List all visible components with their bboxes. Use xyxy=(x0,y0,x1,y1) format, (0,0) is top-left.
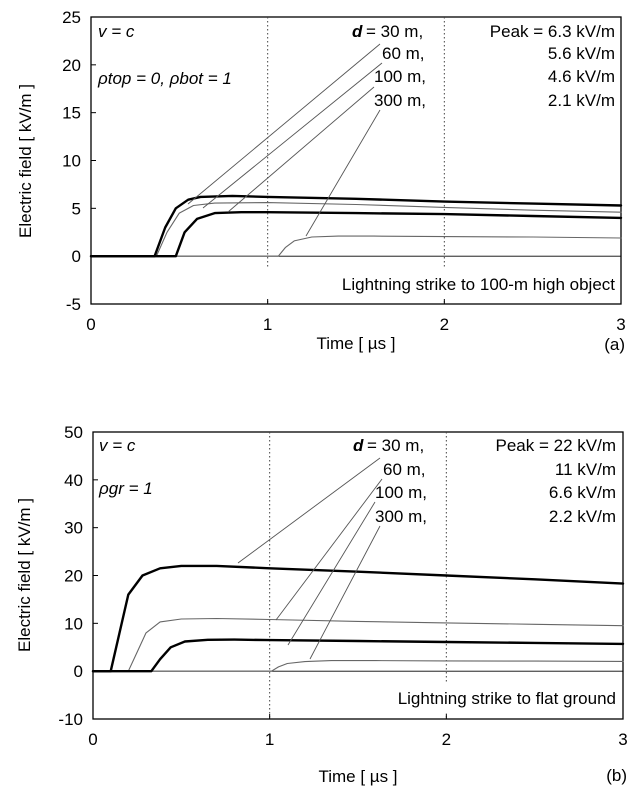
d-symbol-a: d xyxy=(352,22,363,41)
leader-b-300m xyxy=(309,525,381,660)
series-line-60m xyxy=(92,617,624,672)
caption-b: Lightning strike to flat ground xyxy=(398,689,616,708)
x-tick-label: 2 xyxy=(440,315,449,334)
d-value-a-3: 300 m, xyxy=(374,91,426,110)
d-value-b-3: 300 m, xyxy=(375,507,427,526)
peak-value-b-3: 2.2 kV/m xyxy=(549,507,616,526)
ticks-a: -5 0 5 10 15 20 25 0 1 2 3 xyxy=(62,8,626,334)
d-symbol-b: d xyxy=(353,436,364,455)
panel-label-a: (a) xyxy=(604,335,625,354)
peak-value-a-2: 4.6 kV/m xyxy=(548,67,615,86)
leader-lines-a xyxy=(187,43,383,237)
x-tick-label: 3 xyxy=(618,730,627,749)
series-a xyxy=(89,194,623,258)
d-value-a-2: 100 m, xyxy=(374,67,426,86)
series-line-30m xyxy=(91,564,625,673)
series-line-100m xyxy=(89,210,623,258)
panel-label-b: (b) xyxy=(606,766,627,785)
velocity-label-b: v = c xyxy=(99,436,136,455)
leader-b-100m xyxy=(287,501,376,646)
x-tick-label: 2 xyxy=(442,730,451,749)
panel-a: -5 0 5 10 15 20 25 0 1 2 3 v = c ρtop = 0, ρbot = … xyxy=(16,8,626,354)
leader-b-60m xyxy=(275,478,383,621)
y-tick-label: 5 xyxy=(72,199,81,218)
d-value-b-1: 60 m, xyxy=(383,460,426,479)
x-tick-label: 0 xyxy=(86,315,95,334)
leader-b-30m xyxy=(237,457,381,564)
y-tick-label: 25 xyxy=(62,8,81,27)
d-value-a-0: = 30 m, xyxy=(366,22,423,41)
y-tick-label: 50 xyxy=(64,423,83,442)
y-tick-label: 10 xyxy=(64,614,83,633)
series-line-100m xyxy=(91,638,625,673)
plot-area-b xyxy=(92,431,624,720)
caption-bg-b xyxy=(338,683,620,713)
caption-bg-a xyxy=(266,269,619,299)
x-tick-label: 3 xyxy=(616,315,625,334)
y-tick-label: -5 xyxy=(66,295,81,314)
leader-a-300m xyxy=(305,109,381,237)
d-value-a-1: 60 m, xyxy=(382,44,425,63)
series-line-60m xyxy=(90,202,622,257)
y-tick-label: -10 xyxy=(58,710,83,729)
series-b xyxy=(91,564,625,673)
leader-a-60m xyxy=(202,62,383,209)
series-line-300m xyxy=(92,660,624,672)
peak-value-b-0: Peak = 22 kV/m xyxy=(496,436,616,455)
y-tick-label: 20 xyxy=(62,56,81,75)
peak-value-a-3: 2.1 kV/m xyxy=(548,91,615,110)
peak-value-b-2: 6.6 kV/m xyxy=(549,483,616,502)
series-line-300m xyxy=(90,235,622,257)
y-tick-label: 40 xyxy=(64,471,83,490)
y-tick-label: 0 xyxy=(74,662,83,681)
ticks-b: -10 0 10 20 30 40 50 0 1 2 3 xyxy=(58,423,627,749)
y-tick-label: 10 xyxy=(62,152,81,171)
params-label-a: ρtop = 0, ρbot = 1 xyxy=(97,69,232,88)
leader-a-100m xyxy=(227,86,375,213)
x-axis-label-b: Time [ µs ] xyxy=(318,767,397,786)
y-tick-label: 0 xyxy=(72,247,81,266)
caption-a: Lightning strike to 100-m high object xyxy=(342,275,615,294)
series-line-30m xyxy=(89,194,623,258)
peak-value-a-1: 5.6 kV/m xyxy=(548,44,615,63)
leader-lines-b xyxy=(237,457,383,660)
d-value-b-2: 100 m, xyxy=(375,483,427,502)
velocity-label-a: v = c xyxy=(98,22,135,41)
x-tick-label: 1 xyxy=(263,315,272,334)
y-tick-label: 20 xyxy=(64,567,83,586)
y-tick-label: 15 xyxy=(62,104,81,123)
panel-b: -10 0 10 20 30 40 50 0 1 2 3 v = c ρgr = 1 d = 30 … xyxy=(15,423,628,786)
params-label-b: ρgr = 1 xyxy=(98,479,153,498)
y-axis-label-b: Electric field [ kV/m ] xyxy=(15,498,34,652)
y-axis-label-a: Electric field [ kV/m ] xyxy=(16,84,35,238)
peak-value-b-1: 11 kV/m xyxy=(555,460,616,479)
x-tick-label: 0 xyxy=(88,730,97,749)
x-axis-label-a: Time [ µs ] xyxy=(316,334,395,353)
d-value-b-0: = 30 m, xyxy=(367,436,424,455)
peak-value-a-0: Peak = 6.3 kV/m xyxy=(490,22,615,41)
x-tick-label: 1 xyxy=(265,730,274,749)
plot-area-a xyxy=(90,16,622,305)
leader-a-30m xyxy=(187,43,381,205)
y-tick-label: 30 xyxy=(64,519,83,538)
